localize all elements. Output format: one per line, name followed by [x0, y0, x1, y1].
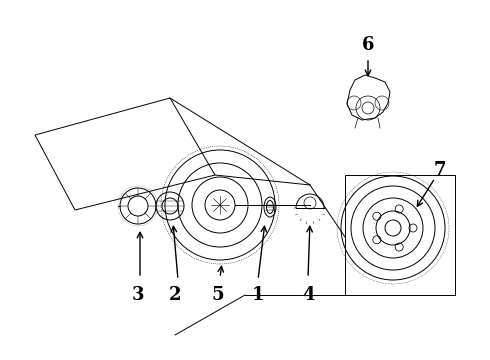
Text: 6: 6 [362, 36, 374, 54]
Text: 7: 7 [434, 161, 446, 179]
Text: 3: 3 [132, 286, 144, 304]
Text: 5: 5 [212, 286, 224, 304]
Text: 1: 1 [252, 286, 264, 304]
Text: 2: 2 [169, 286, 181, 304]
Text: 4: 4 [302, 286, 314, 304]
